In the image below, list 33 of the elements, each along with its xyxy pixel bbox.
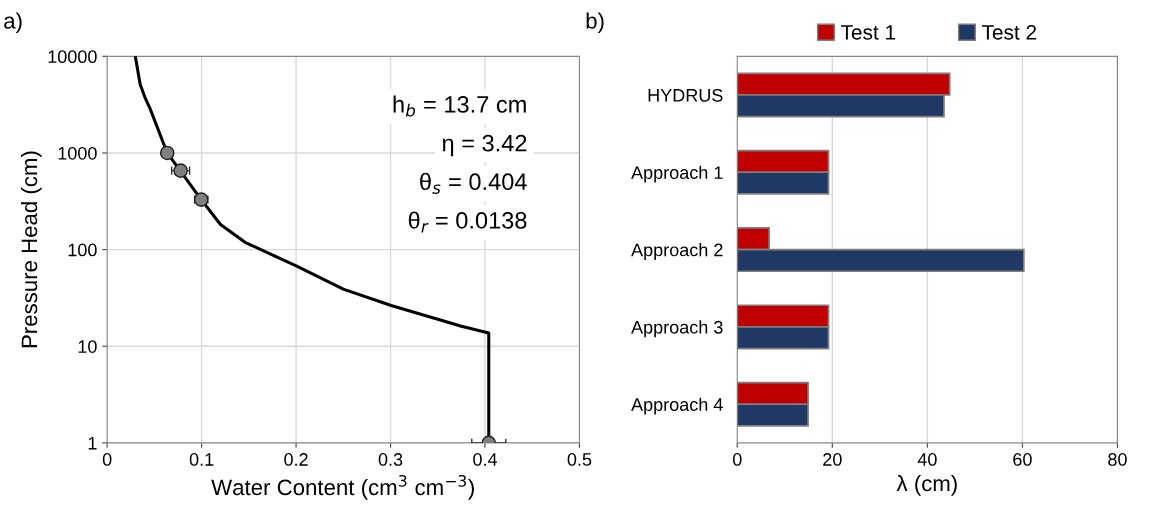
annotation: θ$_{r}$ = 0.0138 (408, 211, 527, 233)
annotation: η = 3.42 (442, 134, 527, 157)
y-tick-label: 10000 (48, 50, 97, 64)
x-tick-label: 80 (1108, 453, 1127, 466)
y-tick-label: HYDRUS (648, 88, 723, 102)
x-tick-label: 0.2 (284, 453, 308, 466)
x-tick-label: 0.1 (189, 453, 214, 466)
x-tick-label: 0 (732, 453, 742, 466)
y-axis-title: Pressure Head (cm) (20, 151, 42, 348)
legend-label: Test 1 (841, 25, 896, 40)
x-tick-label: 0.4 (473, 453, 498, 466)
y-tick-label: Approach 4 (631, 397, 723, 415)
x-tick-label: 40 (917, 453, 937, 466)
chart-title: b) (586, 12, 604, 34)
y-tick-label: Approach 3 (631, 320, 723, 338)
annotation: h$_{b}$ = 13.7 cm (393, 95, 526, 117)
x-tick-label: 0 (102, 453, 112, 466)
y-tick-label: 100 (68, 243, 97, 257)
x-tick-label: 0.5 (567, 453, 592, 466)
chart-title: a) (4, 12, 22, 34)
y-tick-label: Approach 1 (631, 165, 723, 183)
legend-label: Test 2 (982, 24, 1037, 40)
x-tick-label: 60 (1013, 453, 1032, 466)
point (159, 145, 175, 161)
annotation: θ$_{s}$ = 0.404 (420, 172, 527, 194)
y-tick-label: 1 (88, 437, 97, 450)
x-axis-title: Water Content (cm$^{3}$ cm$^{−3}$) (211, 474, 474, 500)
y-tick-label: Approach 2 (631, 243, 723, 260)
x-axis-title: λ (cm) (896, 474, 957, 496)
y-tick-label: 10 (78, 340, 97, 353)
x-tick-label: 0.3 (378, 453, 403, 466)
y-tick-label: 1000 (58, 146, 97, 160)
x-tick-label: 20 (823, 453, 842, 466)
